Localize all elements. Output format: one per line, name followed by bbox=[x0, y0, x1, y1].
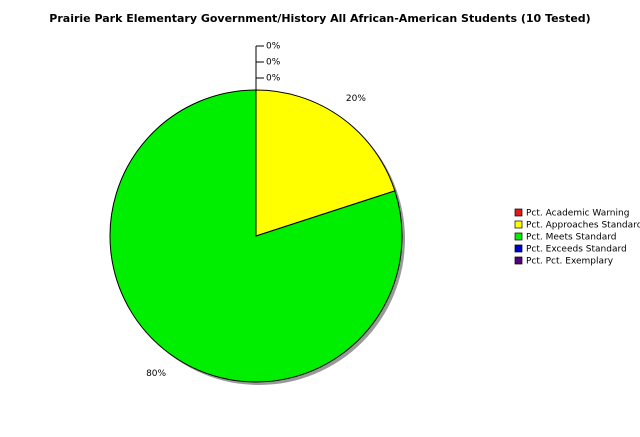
legend-swatch bbox=[514, 244, 523, 253]
legend-label: Pct. Pct. Exemplary bbox=[526, 257, 614, 267]
legend-label: Pct. Approaches Standard bbox=[526, 221, 640, 231]
slice-label: 0% bbox=[266, 74, 281, 84]
pie-slice bbox=[109, 89, 403, 383]
legend-swatch bbox=[514, 232, 523, 241]
slice-label: 0% bbox=[266, 42, 281, 52]
legend-swatch bbox=[514, 256, 523, 265]
slice-label: 0% bbox=[266, 58, 281, 68]
slice-label: 80% bbox=[146, 369, 166, 379]
legend-label: Pct. Exceeds Standard bbox=[526, 245, 627, 255]
legend-swatch bbox=[514, 220, 523, 229]
legend-label: Pct. Academic Warning bbox=[526, 209, 629, 219]
slice-label: 20% bbox=[346, 94, 366, 104]
legend-swatch bbox=[514, 208, 523, 217]
legend-label: Pct. Meets Standard bbox=[526, 233, 617, 243]
pie-slice bbox=[255, 89, 396, 237]
chart-title: Prairie Park Elementary Government/Histo… bbox=[49, 12, 590, 25]
